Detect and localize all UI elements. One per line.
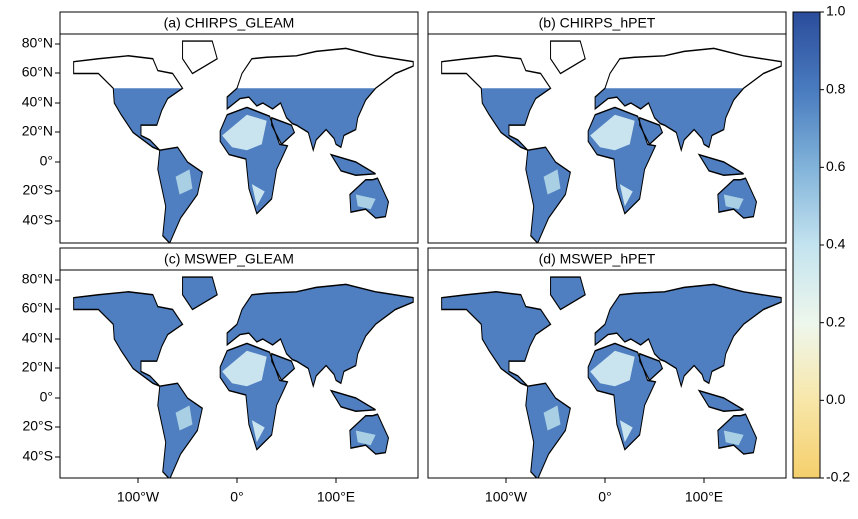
- colorbar-tick-label: 0.2: [826, 313, 846, 329]
- colorbar: [792, 11, 821, 479]
- panel-title: (c) MSWEP_GLEAM: [164, 251, 294, 267]
- lon-tick-label: 0°: [230, 489, 243, 505]
- land-data: [73, 277, 414, 478]
- colorbar-tick-label: 0.4: [826, 236, 846, 252]
- panel-title: (b) CHIRPS_hPET: [539, 15, 656, 31]
- lat-tick-label: 20°N: [22, 359, 53, 375]
- lat-tick-label: 40°S: [22, 212, 53, 228]
- lat-tick-label: 40°N: [22, 330, 53, 346]
- lat-tick-label: 40°N: [22, 94, 53, 110]
- panel-title: (a) CHIRPS_GLEAM: [164, 15, 295, 31]
- lat-tick-label: 20°S: [22, 182, 53, 198]
- lon-tick-label: 100°W: [117, 489, 160, 505]
- lat-tick-label: 20°N: [22, 123, 53, 139]
- map-panel: [72, 276, 414, 478]
- lat-tick-label: 60°N: [22, 300, 53, 316]
- colorbar-tick-label: 0.8: [826, 80, 846, 96]
- lon-tick-label: 100°E: [317, 489, 355, 505]
- land-data: [73, 88, 414, 243]
- panel-strip: [427, 11, 787, 35]
- dry-region: [222, 114, 267, 207]
- colorbar-tick-label: 1.0: [826, 3, 846, 19]
- lat-tick-label: 80°N: [22, 271, 53, 287]
- map-panel: [440, 276, 782, 478]
- dry-region: [590, 114, 635, 207]
- lon-tick-label: 100°W: [485, 489, 528, 505]
- lat-tick-label: 60°N: [22, 64, 53, 80]
- land-data: [441, 277, 782, 478]
- lat-tick-label: 40°S: [22, 448, 53, 464]
- dry-region: [590, 350, 635, 443]
- panel-title: (d) MSWEP_hPET: [539, 251, 656, 267]
- lat-tick-label: 20°S: [22, 418, 53, 434]
- lat-tick-label: 0°: [40, 389, 53, 405]
- land-data: [441, 88, 782, 243]
- lon-tick-label: 100°E: [685, 489, 723, 505]
- lon-tick-label: 0°: [598, 489, 611, 505]
- dry-region: [222, 350, 267, 443]
- map-panel: [72, 40, 414, 243]
- lat-tick-label: 80°N: [22, 35, 53, 51]
- map-panel: [440, 40, 782, 243]
- panel-strip: [59, 247, 419, 271]
- panel-strip: [59, 11, 419, 35]
- colorbar-tick-label: 0.6: [826, 158, 846, 174]
- panel-strip: [427, 247, 787, 271]
- lat-tick-label: 0°: [40, 153, 53, 169]
- colorbar-tick-label: -0.2: [826, 469, 850, 485]
- colorbar-tick-label: 0.0: [826, 391, 846, 407]
